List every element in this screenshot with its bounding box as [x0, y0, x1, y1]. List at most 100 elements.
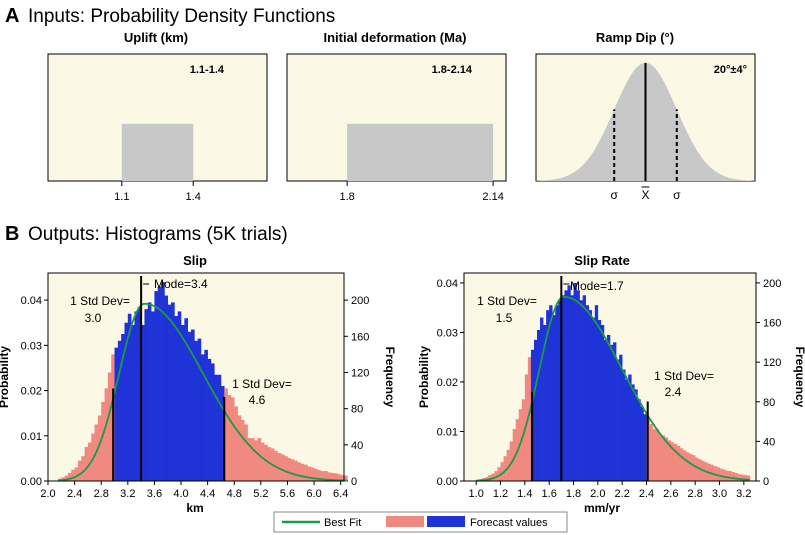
slip-rate-mode-label: Mode=1.7 — [570, 279, 624, 293]
ramp-dip-panel: Ramp Dip (°) 20°±4° σ X σ — [535, 30, 756, 202]
rate-x-tick-label: 1.4 — [517, 488, 532, 500]
rate-bar — [673, 443, 678, 481]
rate-bar — [494, 471, 498, 481]
rate-bar — [734, 473, 739, 481]
slip-bar — [124, 322, 129, 481]
slip-bar — [141, 325, 145, 481]
rate-bar — [686, 452, 690, 481]
slip-bar — [147, 302, 152, 481]
section-a-letter: A — [5, 5, 19, 27]
slip-bar — [137, 306, 142, 481]
rate-x-tick-label: 1.2 — [493, 488, 508, 500]
slip-bar — [327, 472, 331, 481]
slip-rate-std-high-label-1: 1 Std Dev= — [654, 369, 714, 383]
slip-bar — [181, 325, 185, 481]
slip-y-tick-label: 0.01 — [21, 431, 42, 443]
rate-bar — [573, 282, 577, 481]
rate-bar — [561, 295, 565, 481]
slip-x-tick-label: 3.2 — [120, 488, 135, 500]
slip-bar — [267, 447, 272, 481]
slip-ylabel: Probability — [0, 346, 11, 408]
slip-bar — [184, 318, 188, 481]
rate-bar — [503, 456, 507, 481]
rate-bar — [533, 339, 538, 481]
ramp-dip-mean-label: X — [641, 188, 649, 202]
slip-bar — [287, 457, 292, 481]
slip-bar — [204, 349, 208, 481]
slip-bar — [220, 386, 225, 481]
slip-bar — [71, 469, 75, 481]
rate-bar — [570, 295, 574, 481]
slip-bar — [167, 304, 172, 481]
slip-bar — [224, 388, 228, 481]
rate-bar — [491, 473, 495, 481]
rate-bar — [549, 305, 553, 481]
initial-deformation-range-label: 1.8-2.14 — [432, 64, 473, 76]
rate-bar — [737, 474, 742, 481]
rate-bar — [698, 459, 702, 481]
slip-bar — [264, 444, 268, 481]
ramp-dip-range-label: 20°±4° — [714, 64, 747, 76]
initial-deformation-tick-min: 1.8 — [339, 191, 354, 203]
slip-bar — [134, 311, 139, 481]
slip-x-tick-label: 6.0 — [306, 488, 321, 500]
rate-bar — [597, 320, 602, 481]
initial-deformation-panel: Initial deformation (Ma) 1.8-2.14 1.8 2.… — [286, 30, 507, 203]
rate-bar — [670, 442, 675, 481]
slip-xlabel: km — [186, 501, 203, 515]
rate-bar — [613, 342, 617, 481]
slip-bar — [334, 473, 338, 481]
slip-y-right-tick-label: 0 — [351, 476, 357, 488]
slip-std-high-label-1: 1 Std Dev= — [232, 377, 292, 391]
slip-bar — [81, 456, 85, 481]
uplift-range-label: 1.1-1.4 — [190, 64, 225, 76]
slip-bar — [197, 338, 202, 481]
slip-bar — [307, 466, 312, 481]
rate-bar — [600, 325, 605, 481]
slip-bar — [320, 471, 325, 481]
slip-bar — [210, 363, 215, 481]
slip-bar — [284, 456, 288, 481]
slip-chart: Slip 2.0 2.4 2.8 3.2 3.6 4.0 4.4 4.8 5.2 5.6 6.0 6.… — [0, 253, 397, 515]
rate-bar — [591, 317, 596, 481]
rate-x-tick-label: 2.6 — [663, 488, 678, 500]
rate-bar — [637, 399, 641, 481]
rate-y-right-tick-label: 160 — [763, 318, 781, 330]
slip-y-right-tick-label: 40 — [351, 440, 363, 452]
rate-bar — [740, 474, 745, 481]
legend-best-fit-label: Best Fit — [324, 517, 361, 529]
rate-y-right-tick-label: 120 — [763, 357, 781, 369]
slip-y-right-tick-label: 200 — [351, 295, 369, 307]
slip-axes: 2.0 2.4 2.8 3.2 3.6 4.0 4.4 4.8 5.2 5.6 6.0 6.4 0.00… — [21, 295, 370, 500]
section-b-letter: B — [5, 223, 19, 245]
slip-x-tick-label: 5.6 — [280, 488, 295, 500]
rate-bar — [558, 300, 562, 481]
slip-y-tick-label: 0.04 — [21, 295, 42, 307]
slip-mode-label: Mode=3.4 — [154, 277, 208, 291]
rate-bar — [725, 470, 729, 481]
rate-bar — [640, 406, 644, 481]
slip-best-fit-line — [57, 302, 348, 482]
slip-bars — [57, 282, 348, 481]
slip-bar — [64, 475, 69, 481]
slip-bar — [254, 440, 258, 481]
slip-bar — [154, 291, 159, 481]
rate-bar — [692, 455, 696, 481]
rate-bar — [713, 466, 717, 481]
rate-bar — [731, 472, 736, 481]
rate-bar — [552, 315, 556, 481]
rate-x-tick-label: 1.0 — [469, 488, 484, 500]
rate-bar — [497, 467, 501, 481]
slip-rate-axes: 1.0 1.2 1.4 1.6 1.8 2.0 2.2 2.4 2.6 2.8 3.0 3.2 0.00… — [437, 278, 782, 500]
slip-bar — [230, 397, 235, 481]
rate-y-tick-label: 0.03 — [437, 327, 458, 339]
slip-bar — [277, 452, 282, 481]
rate-bar — [603, 339, 608, 481]
rate-bar — [743, 475, 748, 481]
rate-bar — [588, 310, 593, 481]
rate-bar — [594, 305, 599, 481]
rate-bar — [661, 435, 666, 481]
rate-bar — [521, 399, 526, 481]
rate-bar — [585, 305, 590, 481]
slip-bar — [177, 311, 182, 481]
